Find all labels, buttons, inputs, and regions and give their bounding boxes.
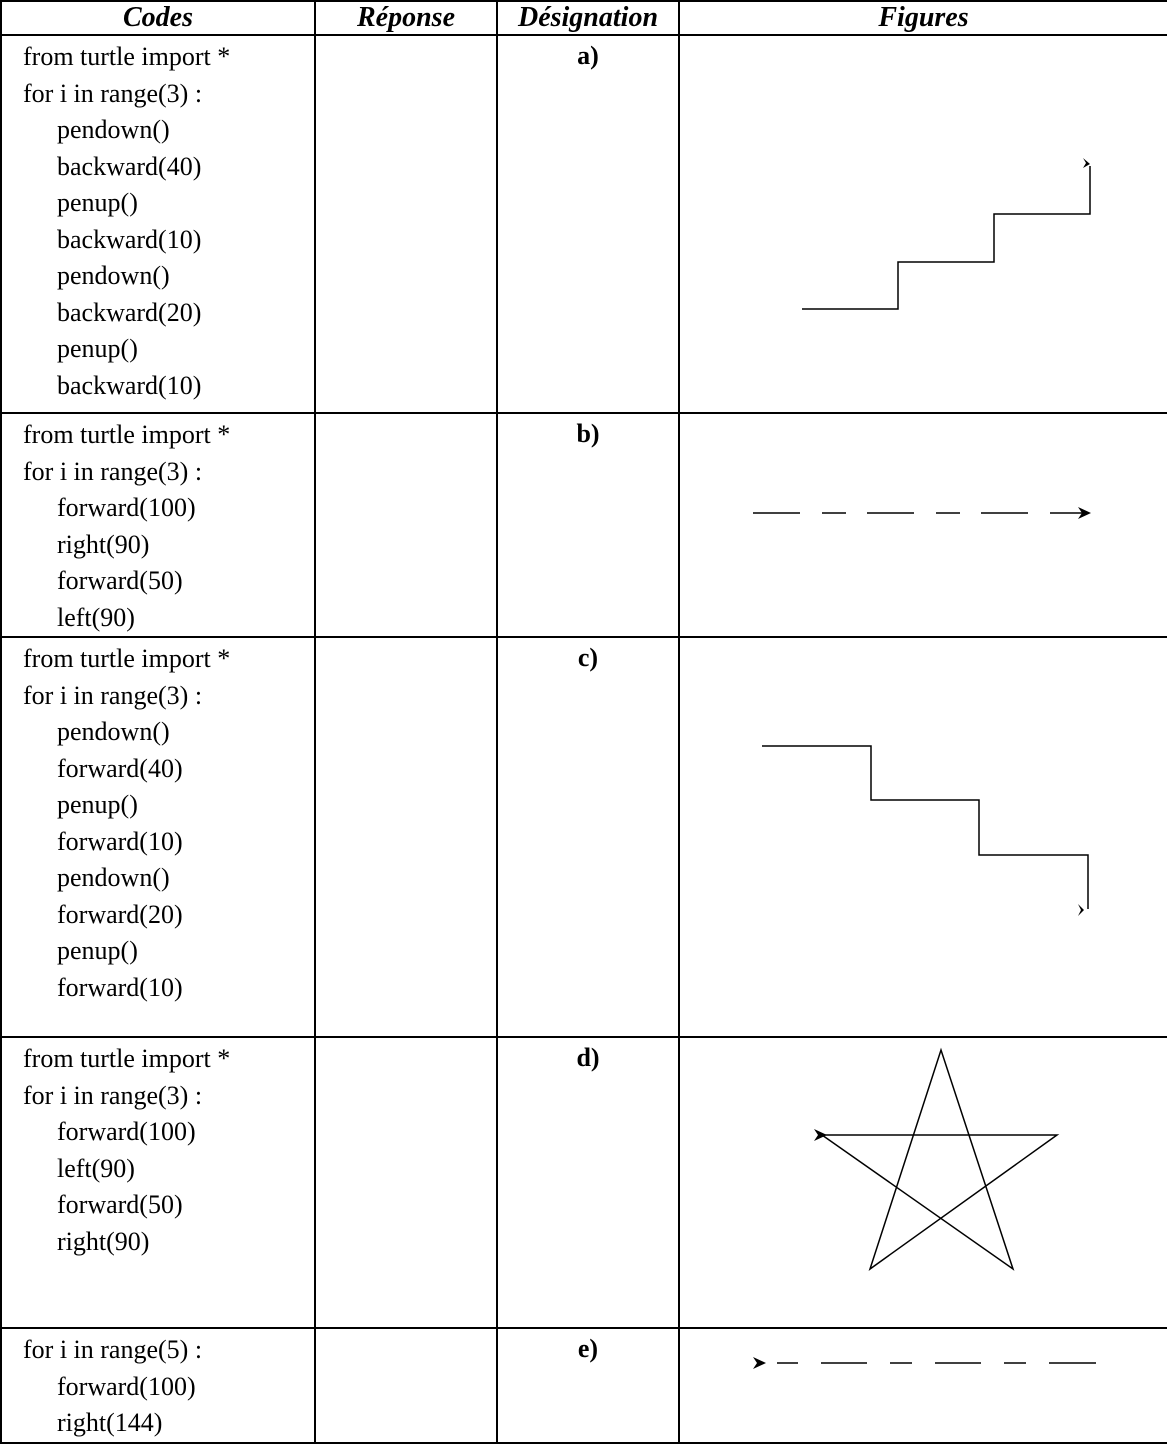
figure-cell (678, 636, 1167, 1038)
header-reponse: Réponse (314, 0, 498, 36)
table-row: from turtle import * for i in range(3) : p… (0, 34, 1167, 414)
code-line: backward(10) (57, 224, 202, 254)
answer-cell[interactable] (314, 1036, 498, 1329)
header-figures: Figures (678, 0, 1167, 36)
code-line: forward(10) (57, 972, 183, 1002)
table-row: for i in range(5) : forward(100) right(144… (0, 1327, 1167, 1444)
table-row: from turtle import * for i in range(3) : p… (0, 636, 1167, 1038)
figure-cell (678, 34, 1167, 414)
code-cell: from turtle import * for i in range(3) : p… (0, 34, 316, 414)
designation-cell: e) (496, 1327, 680, 1444)
code-line: from turtle import * (23, 644, 231, 673)
code-line: pendown() (57, 717, 170, 746)
code-line: forward(20) (57, 899, 183, 929)
answer-cell[interactable] (314, 412, 498, 638)
code-line: left(90) (57, 1153, 135, 1183)
code-line: pendown() (57, 261, 170, 290)
code-line: left(90) (57, 602, 135, 632)
code-cell: from turtle import * for i in range(3) : p… (0, 636, 316, 1038)
code-line: forward(100) (57, 1117, 196, 1146)
header-designation: Désignation (496, 0, 680, 36)
code-line: for i in range(3) : (23, 680, 203, 710)
designation-cell: c) (496, 636, 680, 1038)
designation-cell: a) (496, 34, 680, 414)
answer-cell[interactable] (314, 636, 498, 1038)
code-cell: for i in range(5) : forward(100) right(144… (0, 1327, 316, 1444)
code-line: pendown() (57, 115, 170, 144)
code-line: backward(20) (57, 297, 202, 327)
code-line: right(90) (57, 1226, 150, 1256)
designation-cell: d) (496, 1036, 680, 1329)
code-line: for i in range(3) : (23, 78, 203, 108)
code-line: penup() (57, 334, 138, 363)
table-row: from turtle import * for i in range(3) : f… (0, 412, 1167, 638)
code-line: backward(40) (57, 151, 202, 181)
code-line: forward(10) (57, 826, 183, 856)
code-line: from turtle import * (23, 42, 231, 71)
code-line: forward(50) (57, 1190, 183, 1219)
code-line: right(90) (57, 529, 150, 559)
code-line: forward(50) (57, 566, 183, 595)
code-line: for i in range(3) : (23, 1080, 203, 1110)
code-line: penup() (57, 188, 138, 217)
code-line: backward(10) (57, 370, 202, 400)
dashed-line-short-long-icon (753, 1357, 1096, 1369)
answer-cell[interactable] (314, 34, 498, 414)
code-line: forward(100) (57, 1371, 196, 1401)
figure-cell (678, 412, 1167, 638)
code-line: penup() (57, 790, 138, 819)
code-cell: from turtle import * for i in range(3) : f… (0, 1036, 316, 1329)
staircase-down-icon (762, 745, 1089, 916)
staircase-up-icon (802, 158, 1091, 310)
code-line: for i in range(3) : (23, 456, 203, 486)
code-line: pendown() (57, 863, 170, 892)
header-row: Codes Réponse Désignation Figures (0, 0, 1167, 36)
code-line: forward(40) (57, 753, 183, 783)
code-line: for i in range(5) : (23, 1335, 203, 1364)
figure-cell (678, 1327, 1167, 1444)
dashed-line-long-short-icon (753, 507, 1091, 519)
answer-cell[interactable] (314, 1327, 498, 1444)
table-row: from turtle import * for i in range(3) : f… (0, 1036, 1167, 1329)
code-line: from turtle import * (23, 1044, 231, 1073)
code-line: from turtle import * (23, 420, 231, 449)
code-line: right(144) (57, 1408, 163, 1437)
code-line: penup() (57, 936, 138, 965)
header-codes: Codes (0, 0, 316, 36)
star-icon (814, 1047, 1060, 1271)
code-line: forward(100) (57, 493, 196, 522)
figure-cell (678, 1036, 1167, 1329)
code-cell: from turtle import * for i in range(3) : f… (0, 412, 316, 638)
designation-cell: b) (496, 412, 680, 638)
